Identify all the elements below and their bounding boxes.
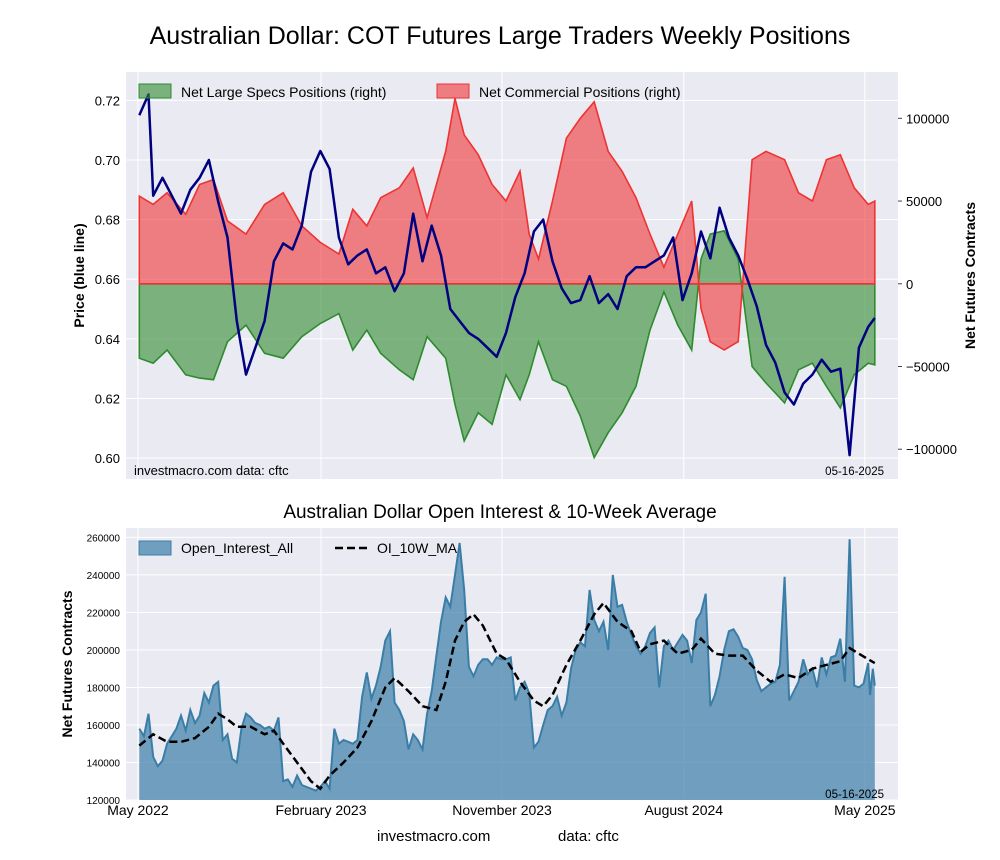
y-tick-label: 0.62 — [95, 391, 120, 406]
legend-label-commercial: Net Commercial Positions (right) — [479, 84, 681, 100]
y-tick-label: 0.68 — [95, 213, 120, 228]
y-tick-label: 0.72 — [95, 93, 120, 108]
y-tick-label: 0.64 — [95, 332, 120, 347]
y-tick-label: 0.70 — [95, 153, 120, 168]
y-tick-label: 240000 — [87, 571, 121, 582]
open-interest-title: Australian Dollar Open Interest & 10-Wee… — [283, 502, 717, 523]
x-tick-label: May 2022 — [107, 802, 169, 818]
series-price-line — [138, 93, 876, 457]
y2-tick-label: 50000 — [906, 194, 942, 209]
y2-tick-label: −50000 — [906, 359, 950, 374]
series-open-interest-area — [139, 539, 875, 800]
y-tick-label: 160000 — [87, 721, 121, 732]
y-tick-label: 260000 — [87, 533, 121, 544]
y2-tick-label: 0 — [906, 277, 913, 292]
y-axis-label-2: Net Futures Contracts — [59, 590, 75, 737]
series-net-commercial — [138, 98, 876, 351]
footer-source: data: cftc — [558, 828, 619, 845]
x-tick-label: February 2023 — [275, 802, 366, 818]
legend-swatch-specs — [138, 83, 172, 99]
x-tick-label: November 2023 — [452, 802, 552, 818]
y-tick-label: 180000 — [87, 683, 121, 694]
x-tick-label: August 2024 — [644, 802, 723, 818]
legend-label-specs: Net Large Specs Positions (right) — [181, 84, 386, 100]
x-tick-label: May 2025 — [834, 802, 896, 818]
legend-label-open-interest: Open_Interest_All — [181, 540, 293, 556]
y-tick-label: 140000 — [87, 758, 121, 769]
y2-axis-label: Net Futures Contracts — [962, 202, 978, 349]
legend-swatch-open-interest — [138, 540, 172, 556]
y-tick-label: 200000 — [87, 646, 121, 657]
y-tick-label: 220000 — [87, 608, 121, 619]
series-oi-10w-ma — [138, 600, 876, 791]
series-open-interest-line — [138, 539, 876, 792]
series-net-large-specs — [138, 229, 876, 460]
y-axis-label: Price (blue line) — [71, 223, 87, 327]
y-tick-label: 0.60 — [95, 451, 120, 466]
y2-tick-label: 100000 — [906, 111, 949, 126]
y-tick-label: 120000 — [87, 796, 121, 807]
date-label-2: 05-16-2025 — [825, 789, 884, 801]
chart-title: Australian Dollar: COT Futures Large Tra… — [149, 22, 851, 50]
legend-swatch-commercial — [436, 83, 470, 99]
legend-label-ma: OI_10W_MA — [377, 540, 458, 556]
footer-site: investmacro.com — [377, 828, 491, 845]
watermark: investmacro.com data: cftc — [134, 463, 289, 478]
date-label: 05-16-2025 — [825, 466, 884, 478]
y-tick-label: 0.66 — [95, 272, 120, 287]
y2-tick-label: −100000 — [906, 442, 957, 457]
